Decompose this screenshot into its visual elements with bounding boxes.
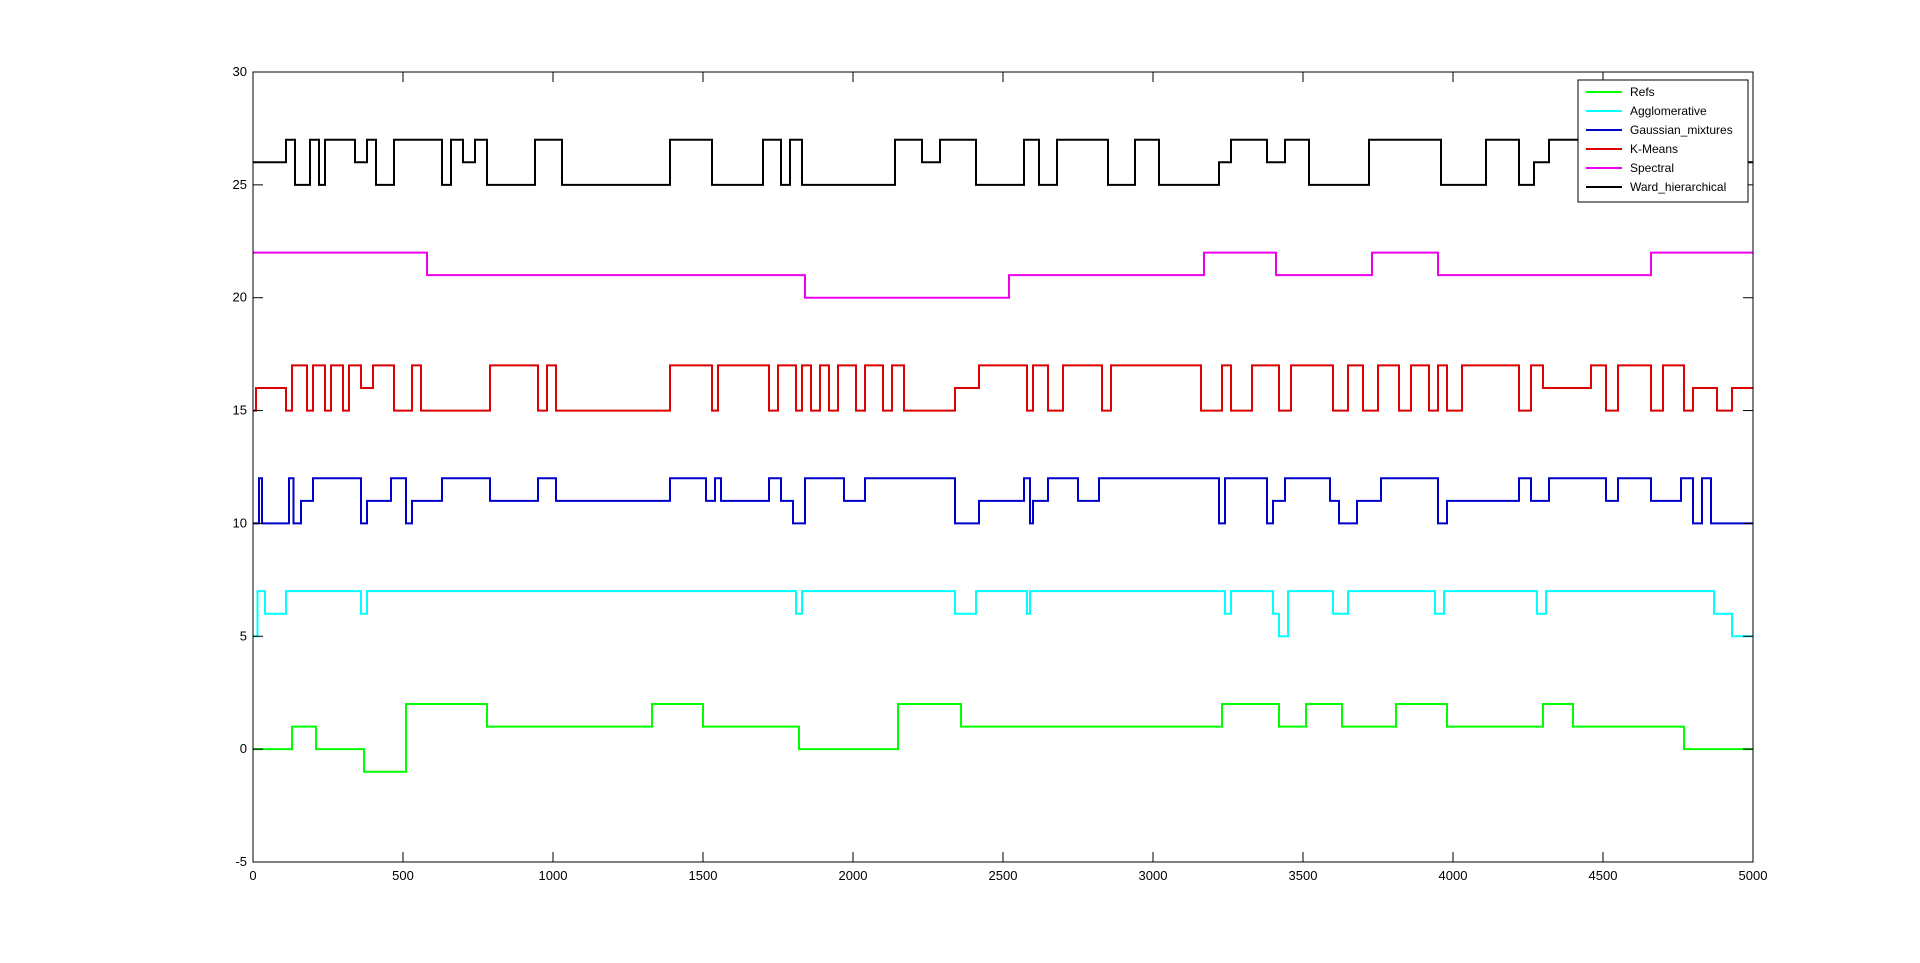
x-tick-label: 1000 [539,868,568,883]
legend-label: K-Means [1630,142,1678,156]
series-line-0 [253,703,1753,773]
y-tick-label: 15 [233,403,247,418]
series-line-4 [253,251,1753,299]
x-tick-label: 0 [249,868,256,883]
y-tick-label: 25 [233,177,247,192]
legend-label: Agglomerative [1630,104,1707,118]
x-tick-label: 2500 [989,868,1018,883]
x-tick-label: 3500 [1289,868,1318,883]
x-tick-label: 1500 [689,868,718,883]
legend-box [1577,79,1749,203]
axes-layer: 0 500 1000 1500 2000 2500 3000 3500 4000 4500 5000… [233,64,1768,883]
x-tick-label: 4500 [1589,868,1618,883]
series-line-3 [253,364,1753,412]
legend-label: Gaussian_mixtures [1630,123,1733,137]
y-tick-label: -5 [235,854,247,869]
y-tick-label: 0 [240,741,247,756]
series-layer [253,138,1753,773]
series-line-5 [253,138,1753,186]
x-tick-label: 500 [392,868,414,883]
y-tick-label: 5 [240,628,247,643]
legend-label: Spectral [1630,161,1674,175]
series-line-1 [253,590,1753,638]
legend: Refs Agglomerative Gaussian_mixtures K-Mean… [1577,79,1749,203]
y-tick-label: 30 [233,64,247,79]
y-tick-label: 10 [233,515,247,530]
legend-label: Ward_hierarchical [1630,180,1726,194]
legend-label: Refs [1630,85,1655,99]
x-tick-label: 4000 [1439,868,1468,883]
plot-area [253,72,1753,862]
x-tick-label: 5000 [1739,868,1768,883]
x-tick-label: 3000 [1139,868,1168,883]
x-tick-label: 2000 [839,868,868,883]
series-line-2 [253,477,1753,525]
y-tick-label: 20 [233,290,247,305]
